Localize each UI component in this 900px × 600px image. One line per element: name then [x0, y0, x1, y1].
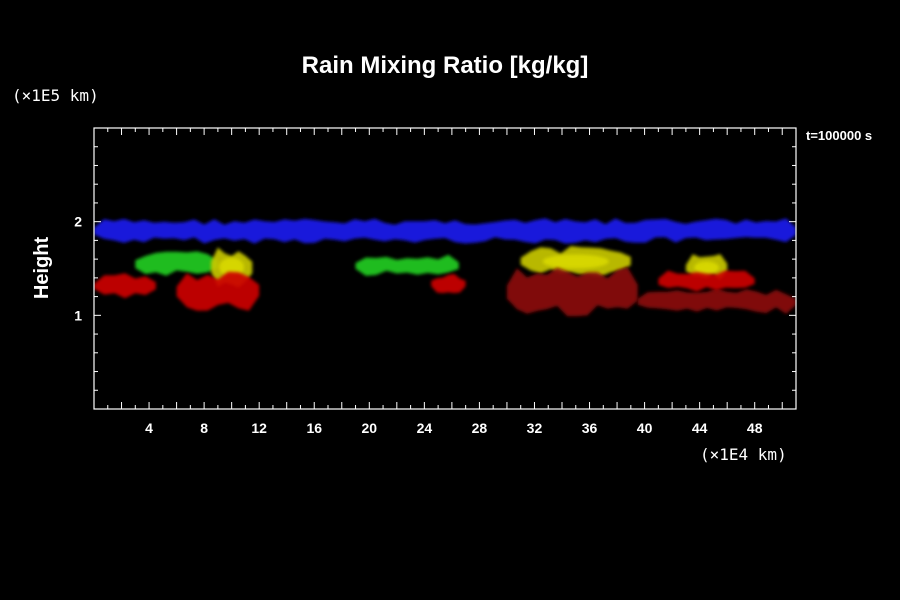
- y-tick-labels: 12: [74, 214, 82, 324]
- y-tick-label: 1: [74, 307, 82, 323]
- x-tick-label: 48: [747, 420, 763, 436]
- chart-title: Rain Mixing Ratio [kg/kg]: [302, 52, 589, 79]
- x-tick-label: 44: [692, 420, 708, 436]
- rain-core-yellow: [542, 254, 609, 269]
- x-tick-label: 20: [362, 420, 378, 436]
- rain-field: [94, 218, 796, 317]
- rain-feature-dark_red: [506, 267, 638, 317]
- rain-core-yellow: [219, 257, 245, 277]
- rain-feature-green: [355, 254, 459, 276]
- x-tick-label: 32: [527, 420, 543, 436]
- plot-frame: [93, 127, 797, 410]
- x-tick-label: 8: [200, 420, 208, 436]
- x-tick-label: 4: [145, 420, 153, 436]
- x-tick-label: 40: [637, 420, 653, 436]
- x-tick-labels: 4 8 12 16 20 24 28 32 36 40 44 48: [145, 420, 763, 436]
- rain-feature-dark_red: [637, 288, 796, 314]
- rain-feature-red: [658, 270, 755, 292]
- x-tick-label: 36: [582, 420, 598, 436]
- y-axis-title: Height: [31, 237, 53, 300]
- x-unit-label: (×1E4 km): [700, 445, 787, 464]
- x-tick-label: 16: [306, 420, 322, 436]
- rain-core-yellow: [694, 261, 719, 274]
- y-unit-label: (×1E5 km): [12, 86, 99, 105]
- axis-ticks: [94, 128, 796, 409]
- x-tick-label: 24: [417, 420, 433, 436]
- y-tick-label: 2: [74, 214, 82, 230]
- x-tick-label: 28: [472, 420, 488, 436]
- x-tick-label: 12: [251, 420, 267, 436]
- time-label: t=100000 s: [806, 128, 872, 143]
- rain-feature-green: [135, 251, 218, 276]
- rain-feature-blue: [94, 218, 796, 244]
- rain-feature-red: [431, 273, 466, 294]
- rain-feature-red: [176, 271, 260, 311]
- rain-feature-red: [94, 273, 156, 299]
